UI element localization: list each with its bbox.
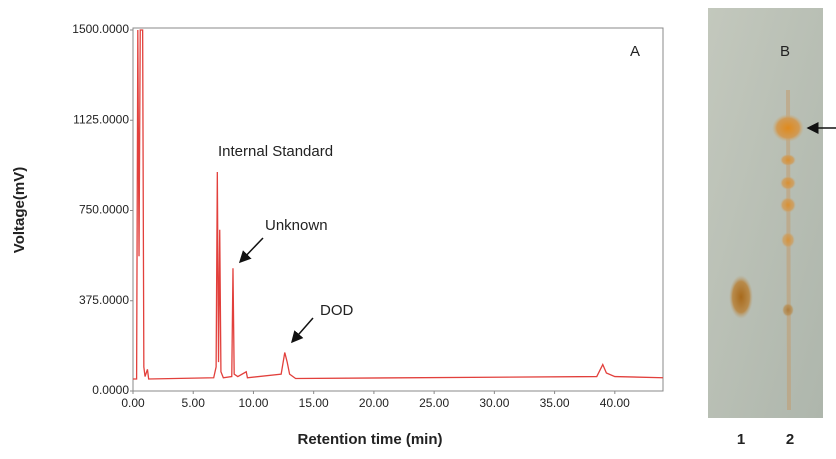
- y-tick-label: 750.0000: [79, 203, 129, 217]
- annotation: Internal Standard: [218, 143, 333, 160]
- y-tick-label: 1125.0000: [73, 112, 129, 126]
- annotation: DOD: [320, 302, 354, 319]
- x-tick-label: 0.00: [121, 396, 145, 410]
- y-axis-title: Voltage(mV): [11, 167, 28, 253]
- y-tick-label: 375.0000: [79, 293, 129, 307]
- tlc-spot: [780, 197, 796, 213]
- tlc-spot: [782, 303, 794, 317]
- x-tick-label: 5.00: [182, 396, 206, 410]
- x-tick-label: 30.00: [479, 396, 509, 410]
- y-tick-label: 0.0000: [92, 383, 129, 397]
- tlc-spot: [780, 176, 796, 190]
- panel-label: B: [780, 43, 790, 60]
- lane-label: 2: [786, 431, 794, 448]
- panel-label: A: [630, 43, 640, 60]
- y-tick-label: 1500.0000: [72, 22, 129, 36]
- tlc-spot: [780, 154, 796, 166]
- arrow: [291, 317, 314, 344]
- trace: [133, 29, 664, 380]
- x-tick-label: 10.00: [238, 396, 268, 410]
- x-tick-label: 25.00: [419, 396, 449, 410]
- arrow: [238, 237, 264, 264]
- x-axis-title: Retention time (min): [298, 431, 443, 448]
- tlc-spot: [781, 232, 795, 248]
- x-tick-label: 15.00: [299, 396, 329, 410]
- x-tick-label: 35.00: [540, 396, 570, 410]
- x-tick-label: 40.00: [600, 396, 630, 410]
- tlc-spot: [729, 275, 753, 319]
- annotation: Unknown: [265, 217, 328, 234]
- lane-label: 1: [737, 431, 745, 448]
- lane-streak: [786, 89, 791, 411]
- tlc-plate: [708, 8, 823, 418]
- tlc-spot: [772, 114, 804, 142]
- plot-frame: [132, 27, 664, 392]
- x-tick-label: 20.00: [359, 396, 389, 410]
